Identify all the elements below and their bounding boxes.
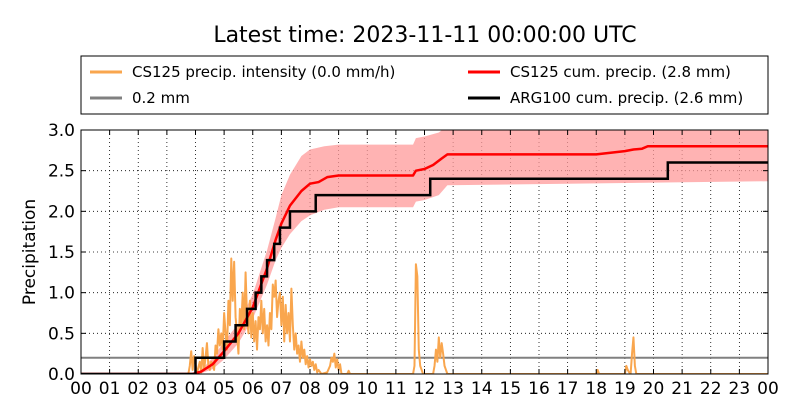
x-tick-label: 00 [757,379,779,399]
series-layer [81,130,768,374]
cs125-intensity-line [81,257,768,374]
legend-box [80,55,769,115]
x-tick-label: 19 [614,379,636,399]
x-tick-label: 08 [299,379,321,399]
x-tick-label: 03 [156,379,178,399]
y-tick-label: 0.0 [48,365,75,385]
x-tick-label: 07 [271,379,293,399]
x-tick-label: 20 [643,379,665,399]
legend: CS125 precip. intensity (0.0 mm/h) CS125 … [80,55,769,115]
x-tick-label: 23 [729,379,751,399]
y-axis-label: Precipitation [20,199,40,305]
x-tick-label: 21 [671,379,693,399]
x-tick-label: 06 [242,379,264,399]
x-tick-label: 16 [528,379,550,399]
y-tick-label: 1.5 [48,243,75,263]
x-tick-label: 12 [414,379,436,399]
y-tick-label: 1.0 [48,284,75,304]
arg100-cumulative-line [81,161,768,374]
ticks: 00 01 02 03 04 05 06 07 08 09 10 11 12 13 14 15 16 17 18 19… [48,121,779,399]
x-tick-label: 04 [185,379,207,399]
x-tick-label: 18 [585,379,607,399]
y-tick-label: 2.0 [48,202,75,222]
y-tick-label: 0.5 [48,324,75,344]
x-tick-label: 01 [99,379,121,399]
y-tick-label: 3.0 [48,121,75,141]
legend-reference-0.2mm-label: 0.2 mm [132,89,190,107]
plot-area: 00 01 02 03 04 05 06 07 08 09 10 11 12 13 14 15 16 17 18 19… [48,121,779,399]
x-tick-label: 10 [356,379,378,399]
cs125-cumulative-line [81,145,768,374]
legend-arg100-cumulative-label: ARG100 cum. precip. (2.6 mm) [510,89,743,107]
legend-cs125-intensity-label: CS125 precip. intensity (0.0 mm/h) [132,63,395,81]
x-tick-label: 13 [442,379,464,399]
x-tick-label: 00 [70,379,92,399]
x-tick-label: 15 [500,379,522,399]
x-tick-label: 02 [127,379,149,399]
legend-cs125-cumulative-label: CS125 cum. precip. (2.8 mm) [510,63,731,81]
x-tick-label: 22 [700,379,722,399]
x-tick-label: 17 [557,379,579,399]
cs125-cum-uncertainty-band [192,130,768,374]
x-tick-label: 05 [213,379,235,399]
y-tick-label: 2.5 [48,162,75,182]
x-tick-label: 09 [328,379,350,399]
x-tick-label: 11 [385,379,407,399]
chart-title: Latest time: 2023-11-11 00:00:00 UTC [213,23,636,48]
x-tick-label: 14 [471,379,493,399]
